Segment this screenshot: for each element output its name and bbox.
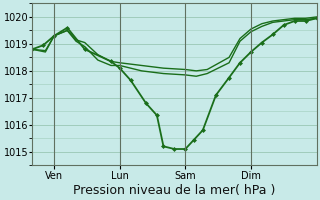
X-axis label: Pression niveau de la mer( hPa ): Pression niveau de la mer( hPa )	[73, 184, 276, 197]
